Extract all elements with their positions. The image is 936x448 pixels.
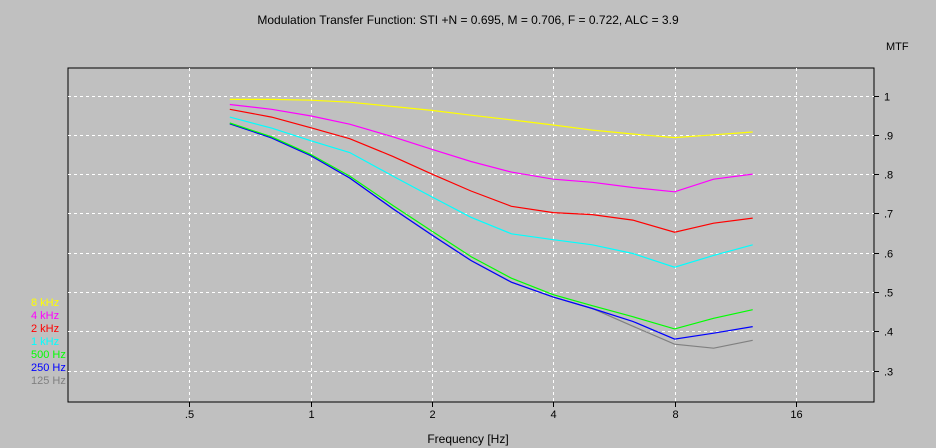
series-line-1-khz [229, 116, 753, 268]
legend-entry: 500 Hz [31, 349, 66, 361]
legend: 8 kHz 4 kHz 2 kHz 1 kHz 500 Hz 250 Hz 125 Hz [31, 297, 66, 388]
y-tick-label: .4 [884, 327, 893, 339]
series-lines [229, 98, 753, 349]
x-tick-label: 4 [550, 409, 556, 421]
x-axis-label: Frequency [Hz] [427, 432, 509, 446]
y-tick-label: 1 [884, 92, 890, 104]
legend-entry: 1 kHz [31, 336, 60, 348]
legend-entry: 8 kHz [31, 297, 60, 309]
y-tick-label: .3 [884, 367, 893, 379]
series-line-2-khz [229, 108, 753, 233]
y-axis-ticks: 1 .9 .8 .7 .6 .5 .4 .3 [874, 92, 893, 379]
y-axis-label: MTF [886, 41, 909, 53]
series-line-250-hz [229, 123, 753, 340]
x-tick-label: 8 [672, 409, 678, 421]
legend-entry: 2 kHz [31, 323, 60, 335]
legend-entry: 125 Hz [31, 375, 66, 387]
y-tick-label: .7 [884, 209, 893, 221]
x-tick-label: 2 [429, 409, 435, 421]
x-tick-label: 16 [790, 409, 802, 421]
chart-title: Modulation Transfer Function: STI +N = 0… [257, 13, 679, 27]
series-line-8-khz [229, 98, 753, 139]
plot-area [67, 67, 875, 403]
y-tick-label: .6 [884, 249, 893, 261]
series-line-4-khz [229, 103, 753, 193]
legend-entry: 4 kHz [31, 310, 60, 322]
legend-entry: 250 Hz [31, 362, 66, 374]
x-tick-label: 1 [308, 409, 314, 421]
y-tick-label: .5 [884, 288, 893, 300]
x-axis-ticks: .5 1 2 4 8 16 [185, 402, 803, 421]
x-tick-label: .5 [185, 409, 194, 421]
grid-lines [68, 68, 874, 402]
series-line-500-hz [229, 122, 753, 330]
y-tick-label: .9 [884, 131, 893, 143]
y-tick-label: .8 [884, 170, 893, 182]
